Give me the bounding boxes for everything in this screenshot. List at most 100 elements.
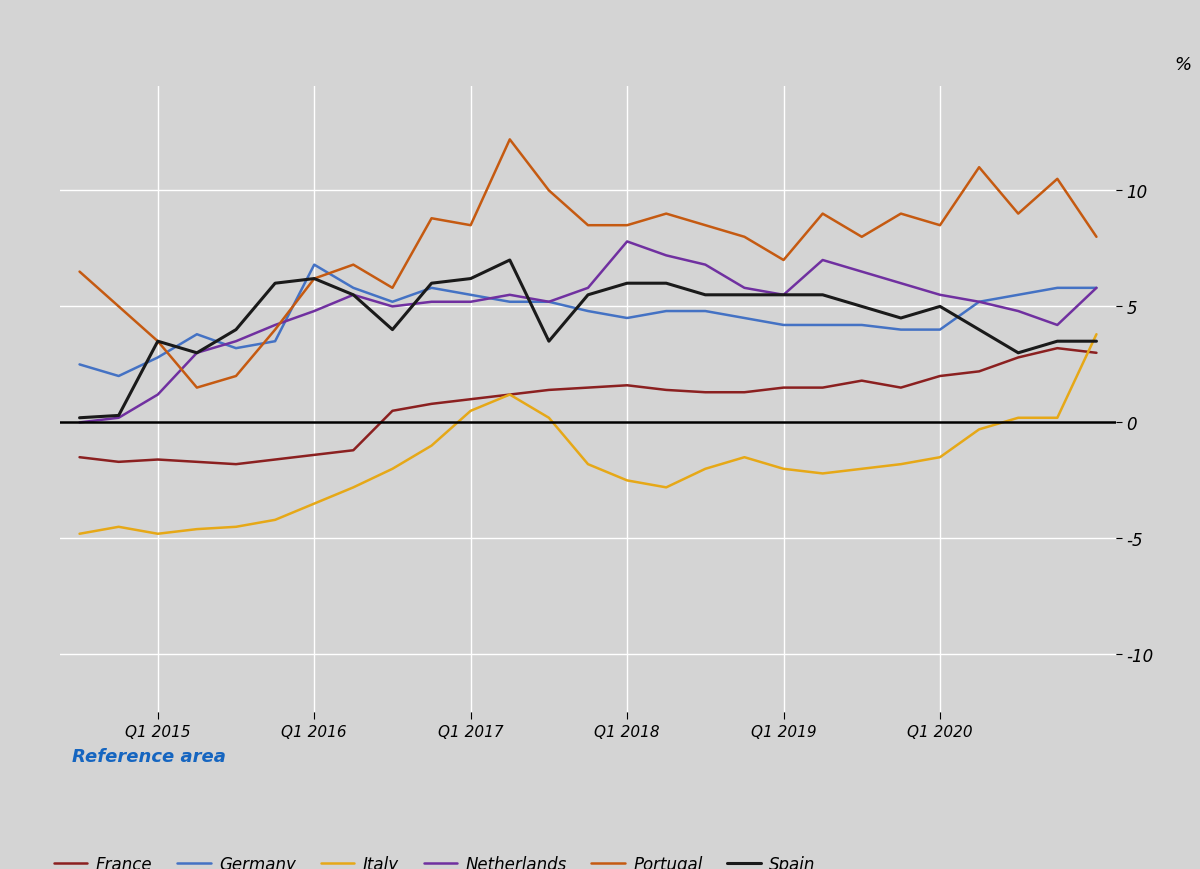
- Italy: [620, 475, 635, 486]
- Spain: [737, 290, 751, 301]
- Germany: [268, 336, 282, 347]
- Italy: [190, 524, 204, 534]
- France: [307, 450, 322, 461]
- Portugal: [776, 255, 791, 266]
- Spain: [346, 290, 360, 301]
- Germany: [229, 343, 244, 354]
- Spain: [581, 290, 595, 301]
- Germany: [1012, 290, 1026, 301]
- France: [541, 385, 556, 395]
- France: [150, 454, 164, 465]
- France: [268, 454, 282, 465]
- Italy: [385, 464, 400, 474]
- Netherlands: [72, 418, 86, 428]
- France: [229, 460, 244, 470]
- Netherlands: [346, 290, 360, 301]
- Portugal: [698, 221, 713, 231]
- France: [425, 399, 439, 409]
- Spain: [972, 325, 986, 335]
- Portugal: [541, 186, 556, 196]
- Portugal: [816, 209, 830, 220]
- Germany: [1090, 283, 1104, 294]
- Portugal: [659, 209, 673, 220]
- Spain: [385, 325, 400, 335]
- Italy: [112, 522, 126, 533]
- Portugal: [229, 371, 244, 381]
- Portugal: [1050, 175, 1064, 185]
- Spain: [268, 279, 282, 289]
- France: [72, 453, 86, 463]
- France: [346, 446, 360, 456]
- Netherlands: [229, 336, 244, 347]
- Spain: [894, 314, 908, 324]
- Germany: [385, 297, 400, 308]
- Germany: [463, 290, 478, 301]
- France: [737, 388, 751, 398]
- France: [776, 383, 791, 394]
- Spain: [112, 411, 126, 421]
- Text: %: %: [1174, 56, 1192, 75]
- Netherlands: [737, 283, 751, 294]
- Italy: [1090, 329, 1104, 340]
- Netherlands: [854, 267, 869, 277]
- Germany: [932, 325, 947, 335]
- Spain: [72, 413, 86, 423]
- France: [854, 376, 869, 387]
- Germany: [737, 314, 751, 324]
- Netherlands: [190, 348, 204, 359]
- Italy: [346, 482, 360, 493]
- Spain: [932, 302, 947, 312]
- Netherlands: [581, 283, 595, 294]
- Netherlands: [1090, 283, 1104, 294]
- Portugal: [854, 232, 869, 242]
- Germany: [72, 360, 86, 370]
- Line: France: France: [79, 348, 1097, 465]
- Spain: [1050, 336, 1064, 347]
- Italy: [581, 460, 595, 470]
- Portugal: [190, 383, 204, 394]
- France: [581, 383, 595, 394]
- Italy: [854, 464, 869, 474]
- France: [972, 367, 986, 377]
- Line: Spain: Spain: [79, 261, 1097, 418]
- Portugal: [307, 274, 322, 284]
- Germany: [346, 283, 360, 294]
- Netherlands: [150, 390, 164, 401]
- Portugal: [112, 302, 126, 312]
- Portugal: [972, 163, 986, 173]
- Spain: [425, 279, 439, 289]
- Spain: [463, 274, 478, 284]
- Line: Portugal: Portugal: [79, 140, 1097, 388]
- Italy: [307, 499, 322, 509]
- Netherlands: [698, 260, 713, 270]
- Netherlands: [1012, 307, 1026, 317]
- Germany: [150, 353, 164, 363]
- Spain: [620, 279, 635, 289]
- Italy: [229, 522, 244, 533]
- France: [385, 406, 400, 416]
- France: [503, 390, 517, 401]
- France: [894, 383, 908, 394]
- Italy: [776, 464, 791, 474]
- France: [1050, 343, 1064, 354]
- Germany: [972, 297, 986, 308]
- Netherlands: [425, 297, 439, 308]
- Germany: [854, 321, 869, 331]
- France: [816, 383, 830, 394]
- Portugal: [463, 221, 478, 231]
- Italy: [894, 460, 908, 470]
- Germany: [894, 325, 908, 335]
- Italy: [503, 390, 517, 401]
- Line: Netherlands: Netherlands: [79, 242, 1097, 423]
- Italy: [659, 482, 673, 493]
- Germany: [112, 371, 126, 381]
- Portugal: [581, 221, 595, 231]
- Germany: [190, 329, 204, 340]
- Spain: [816, 290, 830, 301]
- France: [112, 457, 126, 468]
- Spain: [503, 255, 517, 266]
- Spain: [659, 279, 673, 289]
- Spain: [1090, 336, 1104, 347]
- Germany: [425, 283, 439, 294]
- Netherlands: [972, 297, 986, 308]
